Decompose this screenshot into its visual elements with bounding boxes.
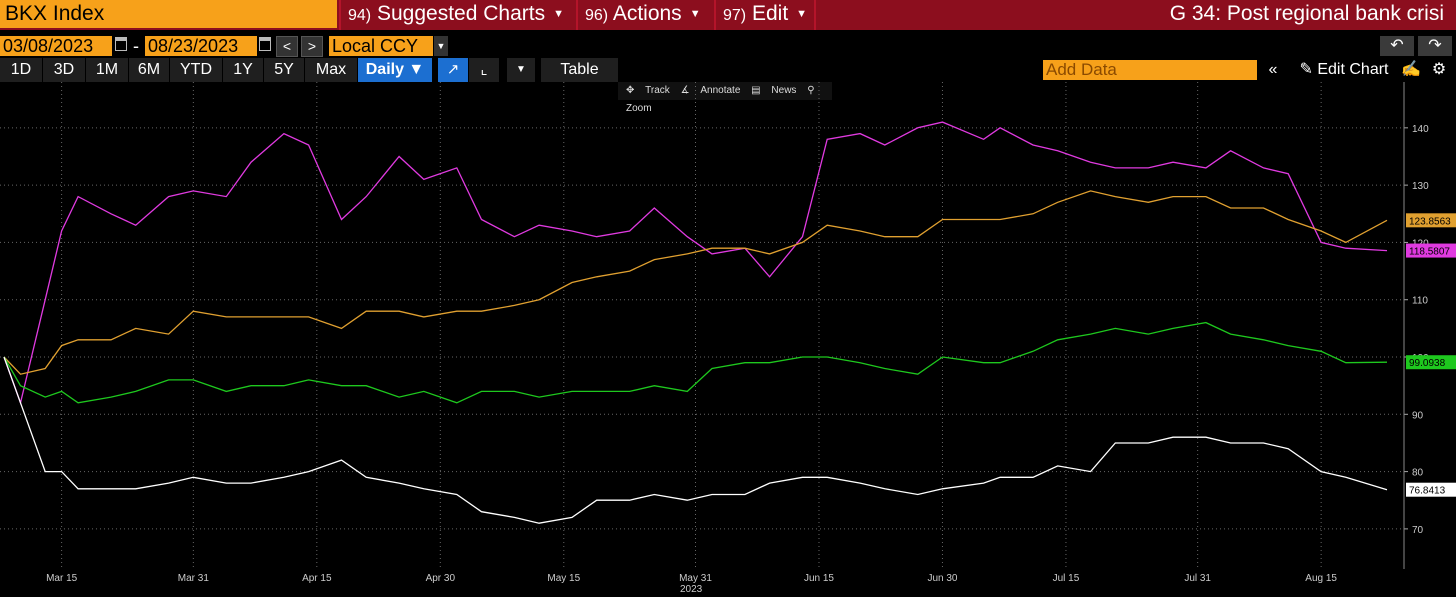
- annotate-button[interactable]: ∡ Annotate: [680, 85, 741, 96]
- zoom-button[interactable]: ⚲ Zoom: [626, 85, 815, 114]
- track-label: Track: [645, 85, 670, 96]
- start-date-input[interactable]: 03/08/2023: [0, 36, 112, 56]
- period-ytd[interactable]: YTD: [170, 58, 222, 82]
- last-value-badge: [1406, 482, 1456, 497]
- series-line: [3, 321, 1388, 404]
- period-1m[interactable]: 1M: [86, 58, 128, 82]
- zoom-label: Zoom: [626, 103, 652, 114]
- undo-icon[interactable]: ↶: [1380, 36, 1414, 56]
- series-line: [3, 356, 1388, 524]
- suggested-charts-menu[interactable]: 94) Suggested Charts ▼: [342, 0, 564, 28]
- x-tick-label: Apr 15: [302, 573, 332, 584]
- add-data-input[interactable]: Add Data: [1043, 60, 1257, 80]
- chevron-down-icon[interactable]: ▼: [434, 36, 448, 56]
- last-value-badge: [1406, 213, 1456, 228]
- period-3d[interactable]: 3D: [43, 58, 85, 82]
- end-date-input[interactable]: 08/23/2023: [145, 36, 257, 56]
- date-range-bar: 03/08/2023 - 08/23/2023 < > Local CCY ▼ …: [0, 34, 1456, 58]
- menu-number: 94): [348, 7, 372, 24]
- last-value-label: 118.5807: [1409, 247, 1450, 258]
- period-1y[interactable]: 1Y: [223, 58, 263, 82]
- menu-label: Suggested Charts: [376, 2, 546, 25]
- x-tick-label: Mar 31: [178, 573, 210, 584]
- x-tick-label: Apr 30: [426, 573, 456, 584]
- period-6m[interactable]: 6M: [129, 58, 169, 82]
- menu-number: 97): [723, 7, 747, 24]
- x-tick-label: May 31: [679, 573, 712, 584]
- menu-label: Edit: [751, 2, 789, 25]
- collapse-icon[interactable]: «: [1268, 61, 1278, 78]
- x-tick-label: Jul 15: [1053, 573, 1080, 584]
- series-line: [3, 121, 1388, 406]
- annotate-label: Annotate: [700, 85, 741, 96]
- x-tick-label: Mar 15: [46, 573, 78, 584]
- x-tick-label: May 15: [547, 573, 580, 584]
- caret-down-icon: ▼: [689, 8, 701, 20]
- calendar-icon[interactable]: [115, 37, 127, 51]
- gear-icon[interactable]: ⚙: [1431, 61, 1447, 78]
- period-5y[interactable]: 5Y: [264, 58, 304, 82]
- last-value-label: 99.0938: [1409, 358, 1446, 369]
- x-tick-label: Aug 15: [1305, 573, 1337, 584]
- news-label: News: [771, 85, 797, 96]
- bar-chart-icon[interactable]: ⌞: [469, 58, 499, 82]
- series-line: [3, 190, 1388, 375]
- prev-button[interactable]: <: [276, 36, 298, 57]
- period-max[interactable]: Max: [305, 58, 357, 82]
- y-tick-label: 90: [1412, 410, 1424, 421]
- redo-icon[interactable]: ↷: [1418, 36, 1452, 56]
- news-button[interactable]: ▤ News: [751, 85, 797, 96]
- ticker-field[interactable]: BKX Index: [0, 0, 337, 28]
- track-button[interactable]: ✥ Track: [626, 85, 670, 96]
- y-tick-label: 130: [1412, 181, 1429, 192]
- x-tick-label: Jun 15: [804, 573, 834, 584]
- chart-title: G 34: Post regional bank crisi: [1169, 2, 1444, 25]
- edit-chart-button[interactable]: ✎ Edit Chart: [1299, 61, 1389, 78]
- title-bar: BKX Index 94) Suggested Charts ▼ 96) Acti…: [0, 0, 1456, 30]
- edit-menu[interactable]: 97) Edit ▼: [717, 0, 807, 28]
- divider: [339, 0, 341, 30]
- edit-chart-label: Edit Chart: [1317, 61, 1389, 78]
- last-value-label: 76.8413: [1409, 486, 1446, 497]
- y-tick-label: 80: [1412, 468, 1424, 479]
- menu-number: 96): [585, 7, 609, 24]
- period-bar: 1D 3D 1M 6M YTD 1Y 5Y Max Daily ▼ ↗ ⌞ ▼ …: [0, 58, 1456, 82]
- y-tick-label: 70: [1412, 525, 1424, 536]
- divider: [576, 0, 578, 30]
- next-button[interactable]: >: [301, 36, 323, 57]
- frequency-select[interactable]: Daily ▼: [358, 58, 432, 82]
- x-tick-label: Jul 31: [1184, 573, 1211, 584]
- period-1d[interactable]: 1D: [0, 58, 42, 82]
- last-value-badge: [1406, 243, 1456, 258]
- divider: [814, 0, 816, 30]
- line-chart[interactable]: Mar 15 Mar 31 Apr 15 Apr 30 May 15 May 31 Jun …: [0, 82, 1456, 597]
- chevron-down-icon[interactable]: ▼: [507, 58, 535, 82]
- calendar-icon[interactable]: [259, 37, 271, 51]
- menu-label: Actions: [612, 2, 682, 25]
- currency-select[interactable]: Local CCY: [329, 36, 433, 56]
- divider: [714, 0, 716, 30]
- x-year-label: 2023: [680, 584, 703, 595]
- table-button[interactable]: Table: [541, 58, 618, 82]
- y-tick-label: 110: [1412, 296, 1428, 307]
- x-tick-label: Jun 30: [927, 573, 957, 584]
- last-value-label: 123.8563: [1409, 216, 1451, 227]
- y-tick-label: 140: [1412, 124, 1429, 135]
- date-separator: -: [133, 36, 139, 56]
- last-value-badge: [1406, 355, 1456, 370]
- chart-tools-bar: ✥ Track ∡ Annotate ▤ News ⚲ Zoom: [618, 82, 832, 114]
- actions-menu[interactable]: 96) Actions ▼: [579, 0, 701, 28]
- line-chart-icon[interactable]: ↗: [438, 58, 468, 82]
- caret-down-icon: ▼: [796, 8, 808, 20]
- caret-down-icon: ▼: [553, 8, 564, 20]
- annotate-icon[interactable]: ✍: [1401, 61, 1421, 78]
